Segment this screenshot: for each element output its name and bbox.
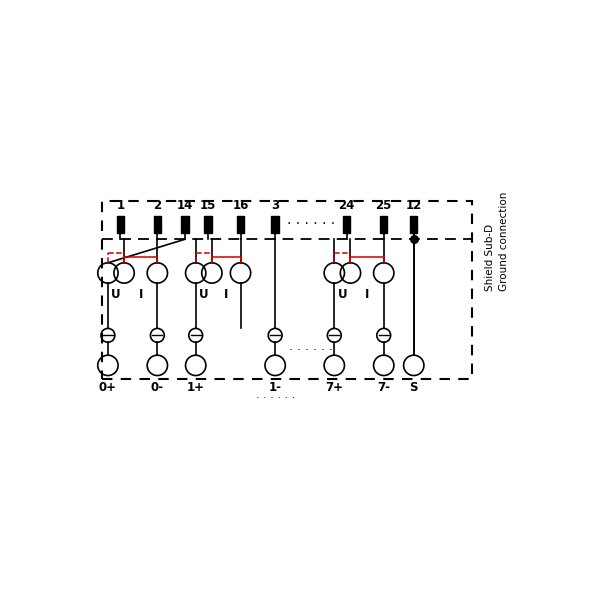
Bar: [237, 216, 244, 233]
Bar: [343, 216, 350, 233]
Bar: [181, 216, 189, 233]
Text: 15: 15: [200, 199, 217, 212]
Bar: [205, 216, 212, 233]
Text: I: I: [224, 288, 229, 301]
Text: Shield Sub-D: Shield Sub-D: [485, 224, 495, 292]
Bar: [154, 216, 161, 233]
Text: 24: 24: [338, 199, 355, 212]
Text: U: U: [338, 288, 347, 301]
Bar: [410, 216, 418, 233]
Text: 7-: 7-: [377, 381, 390, 394]
Text: S: S: [410, 381, 418, 394]
Text: U: U: [199, 288, 209, 301]
Bar: [271, 216, 279, 233]
Text: 1+: 1+: [187, 381, 205, 394]
Text: 3: 3: [271, 199, 279, 212]
Text: · · · · · ·: · · · · · ·: [287, 217, 335, 232]
Text: 12: 12: [406, 199, 422, 212]
Text: 1-: 1-: [269, 381, 281, 394]
Text: 0-: 0-: [151, 381, 164, 394]
Text: 1: 1: [116, 199, 124, 212]
Text: Ground connection: Ground connection: [499, 192, 509, 292]
Text: 14: 14: [177, 199, 193, 212]
Text: I: I: [139, 288, 143, 301]
Text: 25: 25: [376, 199, 392, 212]
Text: · · · · · ·: · · · · · ·: [256, 392, 295, 403]
Bar: [380, 216, 388, 233]
Text: 7+: 7+: [325, 381, 343, 394]
Text: 16: 16: [232, 199, 248, 212]
Text: I: I: [365, 288, 369, 301]
Text: 0+: 0+: [99, 381, 117, 394]
Text: · · · · · ·: · · · · · ·: [289, 344, 333, 357]
Text: 2: 2: [153, 199, 161, 212]
Bar: [116, 216, 124, 233]
Text: U: U: [111, 288, 121, 301]
